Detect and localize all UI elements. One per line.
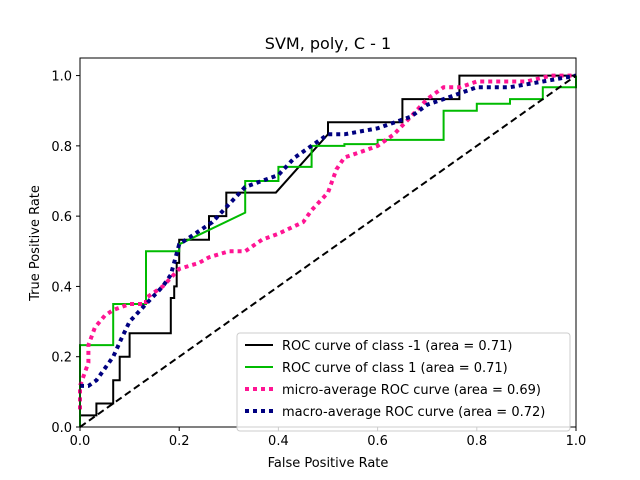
legend-label: micro-average ROC curve (area = 0.69): [282, 383, 541, 398]
y-tick-label: 0.0: [51, 421, 72, 436]
series-line-2: [78, 73, 576, 410]
legend-box: [236, 332, 571, 432]
series-line-3: [80, 73, 577, 388]
x-tick-label: 0.8: [466, 434, 487, 449]
plot-area: [78, 57, 577, 428]
x-axis-label: False Positive Rate: [268, 456, 389, 471]
x-tick-label: 0.2: [169, 434, 190, 449]
series-line-0: [79, 74, 576, 427]
series-line-1: [79, 75, 577, 427]
legend: ROC curve of class -1 (area = 0.71) ROC c…: [236, 332, 571, 432]
y-tick-label: 0.6: [51, 210, 72, 225]
y-tick-label: 0.4: [51, 280, 72, 295]
y-tick-label: 0.2: [51, 351, 72, 366]
legend-label: ROC curve of class -1 (area = 0.71): [282, 339, 512, 354]
x-tick-label: 0.0: [70, 434, 91, 449]
y-tick-label: 1.0: [51, 70, 72, 85]
x-tick-label: 1.0: [566, 434, 587, 449]
chart-title: SVM, poly, C - 1: [265, 34, 391, 53]
y-axis: 0.0 0.2 0.4 0.6 0.8 1.0: [51, 70, 80, 436]
y-axis-label: True Positive Rate: [28, 185, 43, 302]
x-axis: 0.0 0.2 0.4 0.6 0.8 1.0: [70, 427, 587, 449]
legend-label: ROC curve of class 1 (area = 0.71): [282, 361, 508, 376]
y-tick-label: 0.8: [51, 140, 72, 155]
x-tick-label: 0.6: [367, 434, 388, 449]
chance-diagonal-line: [79, 74, 577, 428]
legend-label: macro-average ROC curve (area = 0.72): [282, 405, 545, 420]
x-tick-label: 0.4: [268, 434, 289, 449]
